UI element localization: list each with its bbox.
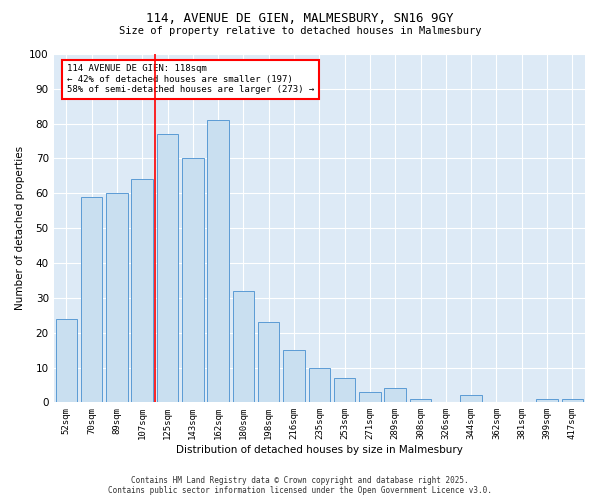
Text: 114, AVENUE DE GIEN, MALMESBURY, SN16 9GY: 114, AVENUE DE GIEN, MALMESBURY, SN16 9G… [146,12,454,26]
Y-axis label: Number of detached properties: Number of detached properties [15,146,25,310]
Bar [460,396,482,402]
Bar [81,197,103,402]
Bar [308,368,330,402]
Bar [157,134,178,402]
Bar [56,318,77,402]
Text: 114 AVENUE DE GIEN: 118sqm
← 42% of detached houses are smaller (197)
58% of sem: 114 AVENUE DE GIEN: 118sqm ← 42% of deta… [67,64,314,94]
Bar [258,322,280,402]
Bar [536,399,558,402]
Bar [131,180,153,402]
Text: Contains HM Land Registry data © Crown copyright and database right 2025.
Contai: Contains HM Land Registry data © Crown c… [108,476,492,495]
Bar [562,399,583,402]
Bar [233,291,254,403]
Bar [385,388,406,402]
Bar [208,120,229,403]
Bar [182,158,203,402]
X-axis label: Distribution of detached houses by size in Malmesbury: Distribution of detached houses by size … [176,445,463,455]
Bar [334,378,355,402]
Bar [106,194,128,402]
Text: Size of property relative to detached houses in Malmesbury: Size of property relative to detached ho… [119,26,481,36]
Bar [410,399,431,402]
Bar [359,392,380,402]
Bar [283,350,305,403]
